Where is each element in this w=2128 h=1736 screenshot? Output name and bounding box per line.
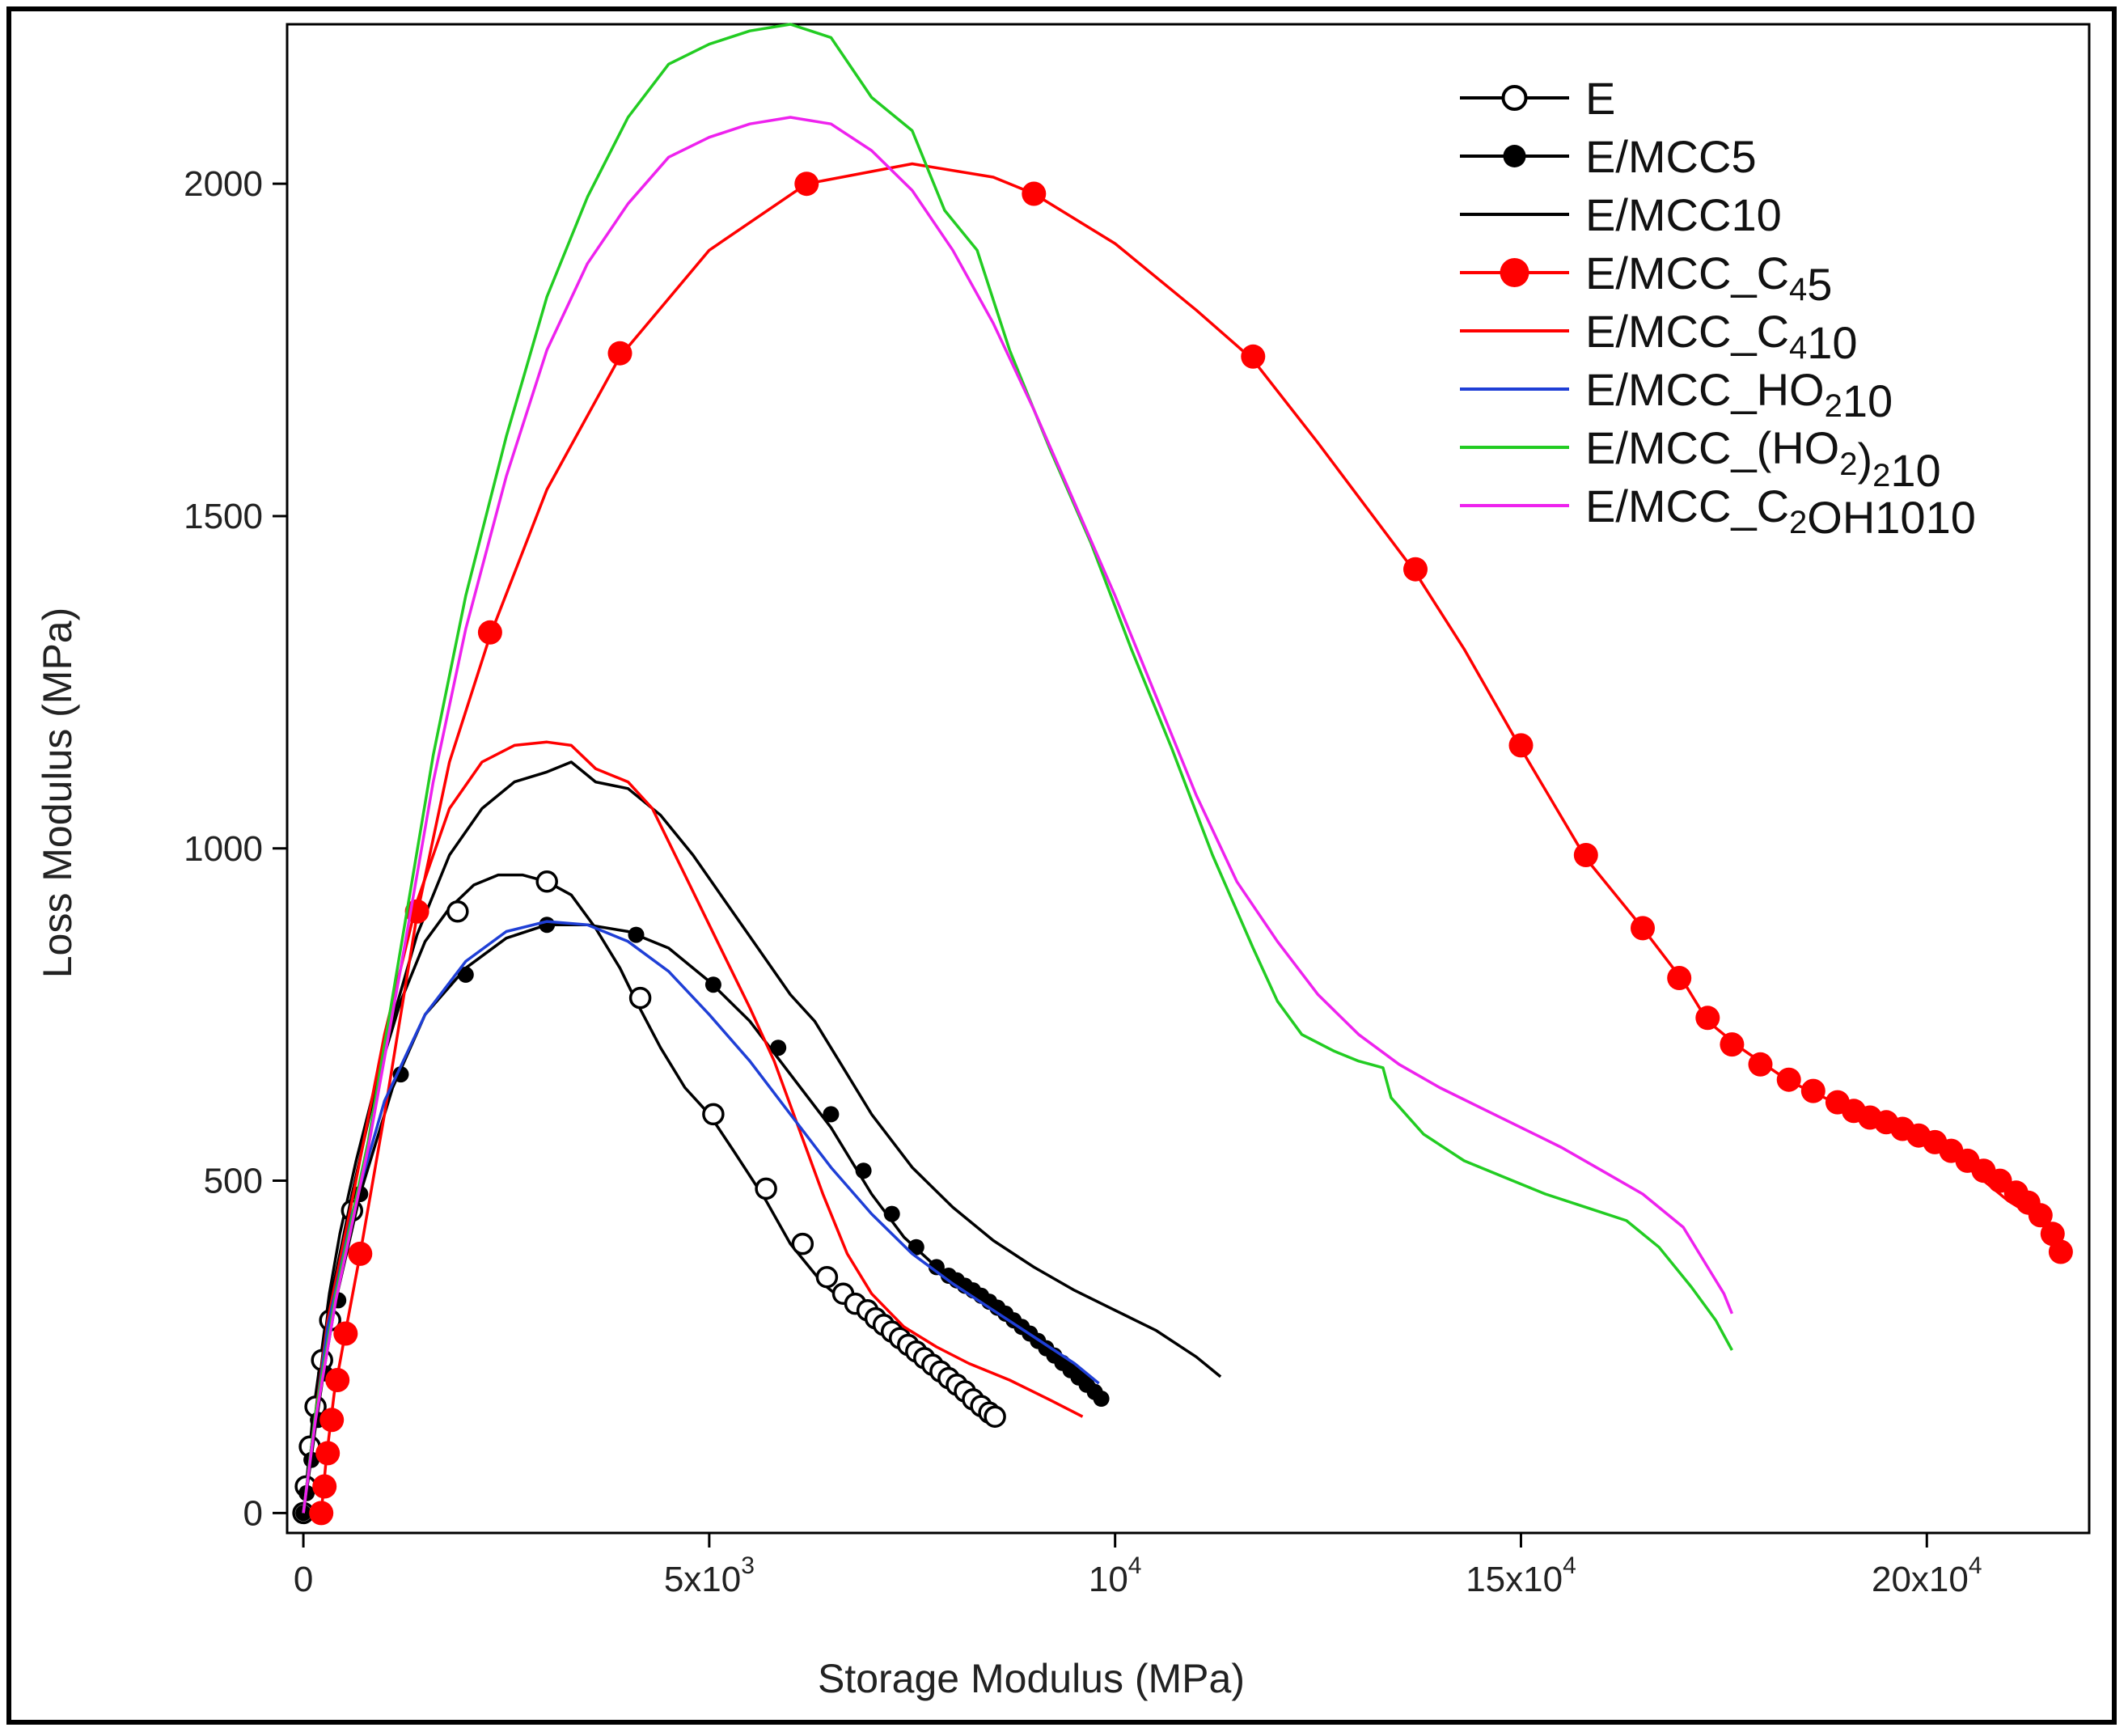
y-tick-label: 0 [243,1493,263,1533]
legend-label: E/MCC_C2OH1010 [1585,481,1976,543]
axis-layer: 0 5x103 104 15x104 20x104 0 500 1000 1500 2000 [184,164,1982,1599]
data-point [535,870,558,893]
data-point [348,1241,373,1266]
legend-item-e-mcc5: E/MCC5 [1460,131,1757,182]
data-point [319,1408,345,1433]
y-tick-label: 1500 [184,497,263,536]
data-point [1720,1032,1745,1057]
series-e-mcc-c2oh1010 [302,116,1734,1514]
series-line [302,923,1108,1514]
data-point [2028,1203,2053,1228]
data-point [1573,843,1598,867]
data-point [1241,344,1266,369]
series-e-mcc-c45 [309,162,2073,1526]
x-tick-label: 15x104 [1466,1552,1576,1599]
legend-label: E/MCC_C45 [1585,248,1832,310]
data-point [1800,1078,1826,1103]
legend-item-e-mcc-c45: E/MCC_C45 [1460,248,1832,310]
series-line [302,920,1100,1514]
data-point [607,341,632,366]
y-tick-label: 1000 [184,829,263,869]
data-point [333,1321,358,1346]
series-line [302,760,1222,1514]
data-point [1022,181,1047,206]
data-point [823,1106,840,1123]
legend-label: E/MCC_(HO2)210 [1585,422,1941,496]
data-point [883,1205,900,1222]
legend-label: E/MCC10 [1585,189,1782,240]
legend-label: E/MCC5 [1585,131,1757,182]
data-point [309,1501,334,1526]
data-point [1667,966,1692,990]
legend-marker [1501,85,1528,111]
x-tick-label: 0 [294,1560,313,1599]
data-point [1093,1391,1110,1407]
legend: E E/MCC5 E/MCC10 E/MCC_C45E/MCC_C410E/MCC_H… [1460,73,1976,543]
data-point [1508,733,1534,758]
y-axis-title: Loss Modulus (MPa) [35,608,80,979]
data-point [907,1238,924,1255]
data-point [1631,916,1655,941]
data-point [855,1162,872,1179]
data-point [628,926,645,943]
data-point [628,986,652,1010]
y-tick-label: 500 [204,1162,263,1201]
data-point [704,976,721,993]
data-point [702,1103,725,1126]
data-point [791,1232,814,1255]
legend-label: E/MCC_HO210 [1585,364,1893,426]
data-point [815,1265,839,1289]
series-line [302,23,1733,1514]
series-layer [292,23,2073,1526]
x-axis-title: Storage Modulus (MPa) [818,1656,1245,1701]
series-e-mcc-ho210 [302,920,1100,1514]
data-point [794,171,819,197]
data-point [392,1066,409,1083]
legend-item-e-mcc-ho210: E/MCC_HO210 [1460,364,1893,426]
data-point [770,1039,787,1056]
legend-label: E [1585,73,1615,124]
series-e-mcc-ho2-210 [302,23,1733,1514]
data-point [477,620,502,645]
data-point [1403,557,1428,582]
legend-marker [1503,145,1526,167]
x-tick-label: 104 [1089,1552,1142,1599]
data-point [1776,1067,1801,1092]
data-point [984,1405,1006,1428]
legend-item-e-mcc-c410: E/MCC_C410 [1460,306,1858,368]
data-point [1695,1006,1720,1031]
legend-marker [1500,258,1529,287]
data-point [457,966,474,983]
series-line [302,116,1734,1514]
legend-item-e-mcc-c2oh1010: E/MCC_C2OH1010 [1460,481,1976,543]
data-point [928,1259,945,1276]
data-point [325,1368,350,1392]
legend-item-e: E [1460,73,1615,124]
data-point [312,1474,337,1499]
figure-frame [6,6,2117,1725]
series-e-mcc10 [302,760,1222,1514]
plot-area-border [286,23,2091,1535]
data-point [755,1177,777,1200]
data-point [315,1441,341,1466]
legend-label: E/MCC_C410 [1585,306,1858,368]
x-tick-label: 20x104 [1872,1552,1982,1599]
legend-item-e-mcc-ho2-210: E/MCC_(HO2)210 [1460,422,1941,496]
data-point [446,900,469,923]
legend-item-e-mcc10: E/MCC10 [1460,189,1782,240]
data-point [1748,1052,1773,1077]
data-point [539,917,556,934]
data-point [2048,1239,2073,1264]
y-tick-label: 2000 [184,164,263,204]
x-tick-label: 5x103 [664,1552,755,1599]
